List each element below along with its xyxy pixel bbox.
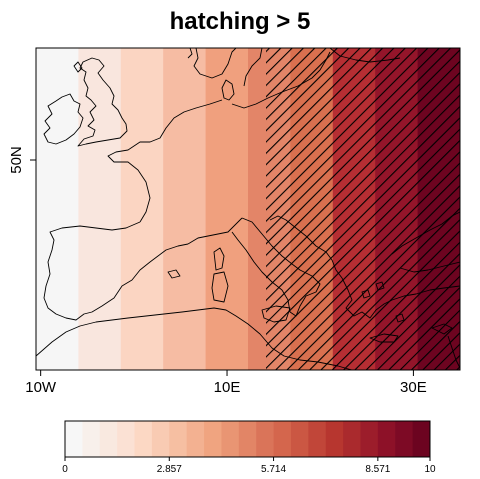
coast-iberia bbox=[43, 221, 189, 321]
colorbar-tick-label: 2.857 bbox=[157, 464, 182, 475]
field-band bbox=[163, 48, 207, 370]
colorbar-swatch bbox=[360, 421, 379, 457]
y-axis: 50N bbox=[8, 146, 36, 174]
coast-norway-islands bbox=[187, 48, 193, 59]
colorbar-swatch bbox=[82, 421, 101, 457]
coast-great-britain bbox=[77, 57, 128, 147]
colorbar-swatch bbox=[221, 421, 240, 457]
colorbar-frame bbox=[64, 420, 431, 458]
coast-north-sea bbox=[107, 99, 223, 223]
colorbar-swatch bbox=[134, 421, 153, 457]
coast-turkey bbox=[391, 285, 460, 301]
coast-shetland bbox=[73, 61, 83, 73]
coast-crete bbox=[369, 333, 399, 343]
colorbar-tick-label: 5.714 bbox=[261, 464, 286, 475]
colorbar-swatch bbox=[151, 421, 170, 457]
colorbar-swatch bbox=[395, 421, 414, 457]
colorbar-swatch bbox=[308, 421, 327, 457]
field-band bbox=[78, 48, 122, 370]
coast-levant bbox=[447, 335, 460, 369]
colorbar-swatch bbox=[290, 421, 309, 457]
colorbar-tick-label: 8.571 bbox=[365, 464, 390, 475]
coast-corsica bbox=[213, 247, 225, 271]
y-tick-label: 50N bbox=[8, 146, 25, 174]
colorbar-swatch bbox=[65, 421, 83, 457]
colorbar-swatch bbox=[325, 421, 344, 457]
colorbar-swatch bbox=[204, 421, 222, 457]
colorbar-swatch bbox=[412, 421, 431, 457]
coast-italy bbox=[231, 217, 321, 317]
colorbar: 0 2.857 5.714 8.571 10 bbox=[62, 420, 436, 475]
field-band bbox=[205, 48, 249, 370]
coast-sweden-east bbox=[243, 48, 263, 87]
x-tick-label: 10W bbox=[25, 379, 57, 396]
colorbar-swatch bbox=[273, 421, 292, 457]
coast-denmark bbox=[221, 79, 235, 101]
colorbar-swatch bbox=[256, 421, 274, 457]
colorbar-tick-label: 10 bbox=[424, 464, 436, 475]
coast-black-sea-south bbox=[399, 261, 460, 273]
colorbar-swatch bbox=[186, 421, 205, 457]
x-axis: 10W 10E 30E bbox=[25, 370, 427, 396]
colorbar-swatch bbox=[99, 421, 118, 457]
coast-scandinavia bbox=[193, 48, 237, 79]
coastlines bbox=[36, 48, 460, 370]
map-frame bbox=[35, 47, 461, 371]
plot-title: hatching > 5 bbox=[169, 8, 311, 35]
colorbar-swatch bbox=[343, 421, 361, 457]
coast-greece bbox=[341, 277, 393, 319]
coast-balearics bbox=[167, 269, 181, 279]
hatching-region bbox=[266, 48, 460, 370]
colorbar-swatch bbox=[377, 421, 396, 457]
coast-aegean-islands bbox=[361, 281, 405, 323]
coast-sardinia bbox=[211, 271, 229, 303]
coast-gulf-of-lion bbox=[187, 217, 243, 245]
colorbar-swatch bbox=[238, 421, 257, 457]
colorbar-tick-label: 0 bbox=[62, 464, 68, 475]
coast-adriatic bbox=[269, 215, 343, 279]
x-tick-label: 30E bbox=[400, 379, 427, 396]
coast-north-africa bbox=[36, 307, 353, 370]
field-band bbox=[120, 48, 164, 370]
coast-sicily bbox=[261, 305, 291, 323]
coast-black-sea bbox=[391, 211, 460, 255]
colorbar-swatch bbox=[117, 421, 135, 457]
coast-ireland bbox=[43, 93, 84, 145]
field-band bbox=[36, 48, 79, 370]
coast-cyprus bbox=[431, 323, 453, 335]
coast-baltic bbox=[231, 51, 331, 109]
coast-finland bbox=[329, 48, 401, 63]
x-tick-label: 10E bbox=[214, 379, 241, 396]
colorbar-swatch bbox=[169, 421, 188, 457]
